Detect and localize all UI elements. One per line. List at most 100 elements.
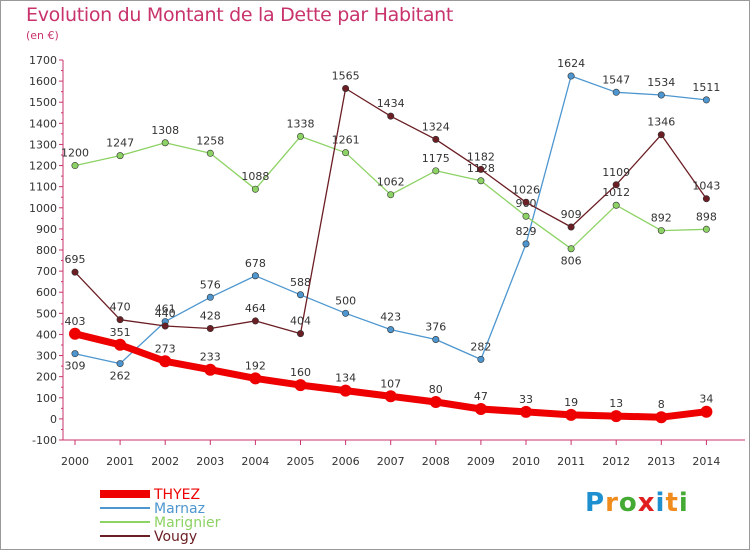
x-tick-label: 2004 (241, 455, 269, 468)
y-tick-label: 1400 (29, 117, 57, 130)
data-point (474, 402, 487, 415)
data-label: 192 (245, 359, 266, 372)
data-point (567, 245, 575, 253)
data-label: 47 (474, 390, 488, 403)
data-label: 898 (696, 210, 717, 223)
x-tick-label: 2013 (647, 455, 675, 468)
data-point (477, 165, 485, 173)
data-point (387, 112, 395, 120)
data-point (161, 322, 169, 330)
data-point (342, 309, 350, 317)
data-point (294, 379, 307, 392)
x-tick-label: 2007 (377, 455, 405, 468)
data-label: 160 (290, 366, 311, 379)
data-label: 134 (335, 372, 356, 385)
x-tick-label: 2012 (602, 455, 630, 468)
data-label: 1534 (647, 76, 675, 89)
data-label: 376 (425, 321, 446, 334)
data-label: 1346 (647, 116, 675, 129)
data-label: 1338 (287, 117, 315, 130)
data-point (251, 317, 259, 325)
x-tick-label: 2009 (467, 455, 495, 468)
data-label: 107 (380, 377, 401, 390)
data-label: 1247 (106, 137, 134, 150)
legend-label-marnaz: Marnaz (154, 501, 205, 517)
x-tick-label: 2003 (196, 455, 224, 468)
data-label: 1258 (196, 134, 224, 147)
data-point (657, 131, 665, 139)
chart-title: Evolution du Montant de la Dette par Hab… (26, 4, 454, 26)
data-label: 440 (155, 307, 176, 320)
data-point (249, 372, 262, 385)
y-tick-label: 300 (36, 350, 57, 363)
y-tick-label: 600 (36, 286, 57, 299)
data-point (700, 405, 713, 418)
y-tick-label: 800 (36, 244, 57, 257)
data-point (567, 72, 575, 80)
series-vougy: 695 470 440 428 464 404 1565 1434 1324 1182 1026 90… (65, 70, 720, 338)
data-point (206, 325, 214, 333)
data-point (702, 225, 710, 233)
data-point (296, 132, 304, 140)
y-tick-label: 1200 (29, 160, 57, 173)
y-tick-label: 200 (36, 371, 57, 384)
data-point (296, 291, 304, 299)
data-point (206, 149, 214, 157)
x-tick-label: 2005 (287, 455, 315, 468)
data-label: 309 (65, 360, 86, 373)
data-label: 500 (335, 294, 356, 307)
data-point (387, 191, 395, 199)
data-label: 1434 (377, 97, 405, 110)
series-marignier: 1200124713081258108813381261106211751128… (61, 117, 717, 267)
y-tick-label: 500 (36, 307, 57, 320)
data-point (71, 162, 79, 170)
logo-letter: i (655, 488, 666, 518)
data-label: 34 (699, 393, 713, 406)
x-tick-label: 2006 (332, 455, 360, 468)
y-tick-label: 1700 (29, 54, 57, 67)
data-point (612, 201, 620, 209)
data-point (429, 396, 442, 408)
data-label: 428 (200, 310, 221, 323)
data-label: 1109 (602, 166, 630, 179)
data-label: 892 (651, 212, 672, 225)
proxiti-logo: Proxiti (585, 488, 689, 518)
data-point (477, 177, 485, 185)
data-point (342, 149, 350, 157)
data-point (567, 223, 575, 231)
data-label: 1062 (377, 176, 405, 189)
x-tick-label: 2011 (557, 455, 585, 468)
legend-label-marignier: Marignier (154, 515, 221, 531)
data-point (251, 272, 259, 280)
logo-letter: r (605, 488, 619, 518)
y-tick-label: 100 (36, 392, 57, 405)
data-point (159, 355, 172, 368)
logo-letter: i (678, 488, 689, 518)
data-label: 806 (561, 255, 582, 268)
data-point (204, 363, 217, 376)
data-point (612, 181, 620, 189)
series-marnaz: 309 262 461 576 678 588 500 423 376 282 829 1624 154… (65, 57, 721, 383)
data-label: 233 (200, 351, 221, 364)
data-label: 80 (429, 383, 443, 396)
logo-letter: t (665, 488, 679, 518)
legend-label-thyez: THYEZ (153, 487, 200, 503)
data-label: 1308 (151, 124, 179, 137)
data-label: 909 (561, 208, 582, 221)
data-label: 1012 (602, 186, 630, 199)
logo-letter: P (585, 488, 606, 518)
data-point (612, 88, 620, 96)
x-tick-label: 2008 (422, 455, 450, 468)
y-tick-label: 0 (50, 413, 57, 426)
data-label: 282 (470, 340, 491, 353)
data-label: 273 (155, 342, 176, 355)
data-point (657, 227, 665, 235)
y-tick-label: 1600 (29, 75, 57, 88)
data-point (657, 91, 665, 99)
data-label: 464 (245, 302, 266, 315)
data-point (522, 240, 530, 248)
chart-subtitle: (en €) (26, 29, 59, 42)
logo-letter: o (618, 488, 638, 518)
